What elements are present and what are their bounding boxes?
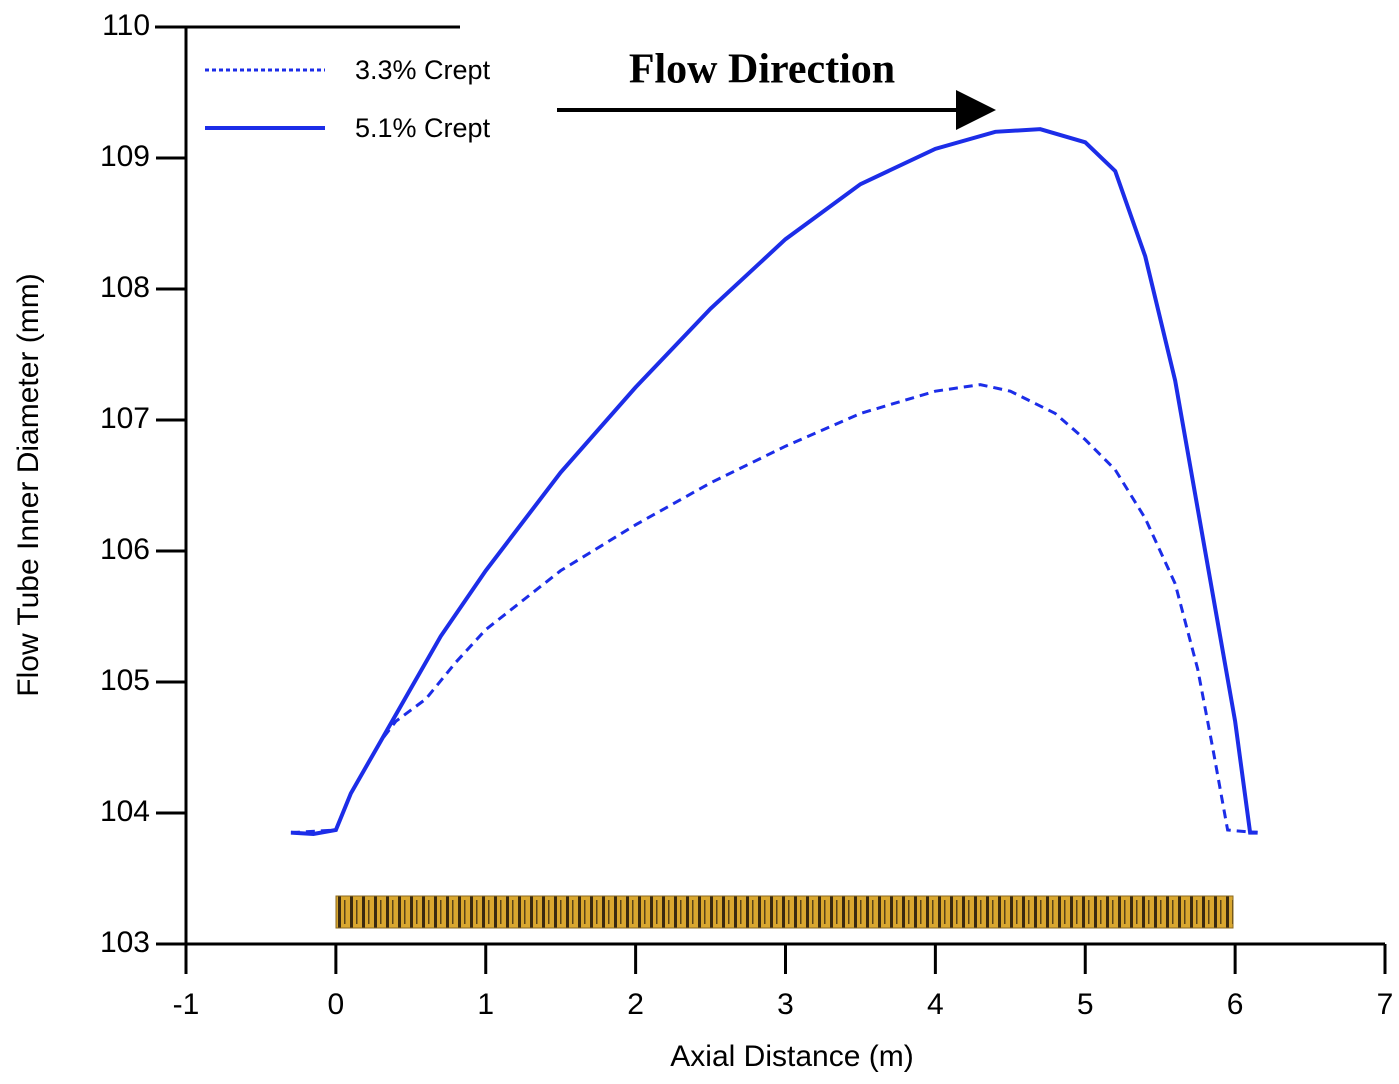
x-tick-label: 3 <box>777 988 794 1021</box>
data-line <box>290 127 1258 836</box>
x-tick-label: 1 <box>477 988 494 1021</box>
y-tick-label: 110 <box>102 9 150 42</box>
data-line <box>290 383 1258 835</box>
y-tick-label: 103 <box>100 926 150 959</box>
x-tick-label: 0 <box>328 988 345 1021</box>
x-tick-label: 5 <box>1077 988 1094 1021</box>
y-tick-label: 105 <box>100 664 150 697</box>
y-axis-title: Flow Tube Inner Diameter (mm) <box>12 273 45 696</box>
x-axis-title: Axial Distance (m) <box>670 1040 913 1073</box>
y-tick-label: 109 <box>100 140 150 173</box>
y-tick-label: 104 <box>100 795 150 828</box>
x-tick-label: 6 <box>1227 988 1244 1021</box>
x-tick-label: 2 <box>627 988 644 1021</box>
y-tick-label: 108 <box>100 271 150 304</box>
x-tick-label: 4 <box>927 988 944 1021</box>
legend-label: 3.3% Crept <box>355 55 491 85</box>
y-tick-label: 106 <box>100 533 150 566</box>
x-tick-label: -1 <box>173 988 200 1021</box>
annotation: Flow Direction <box>629 47 895 93</box>
y-tick-label: 107 <box>100 402 150 435</box>
x-tick-label: 7 <box>1377 988 1394 1021</box>
tube-illustration <box>335 895 1234 929</box>
legend-label: 5.1% Crept <box>355 113 491 143</box>
